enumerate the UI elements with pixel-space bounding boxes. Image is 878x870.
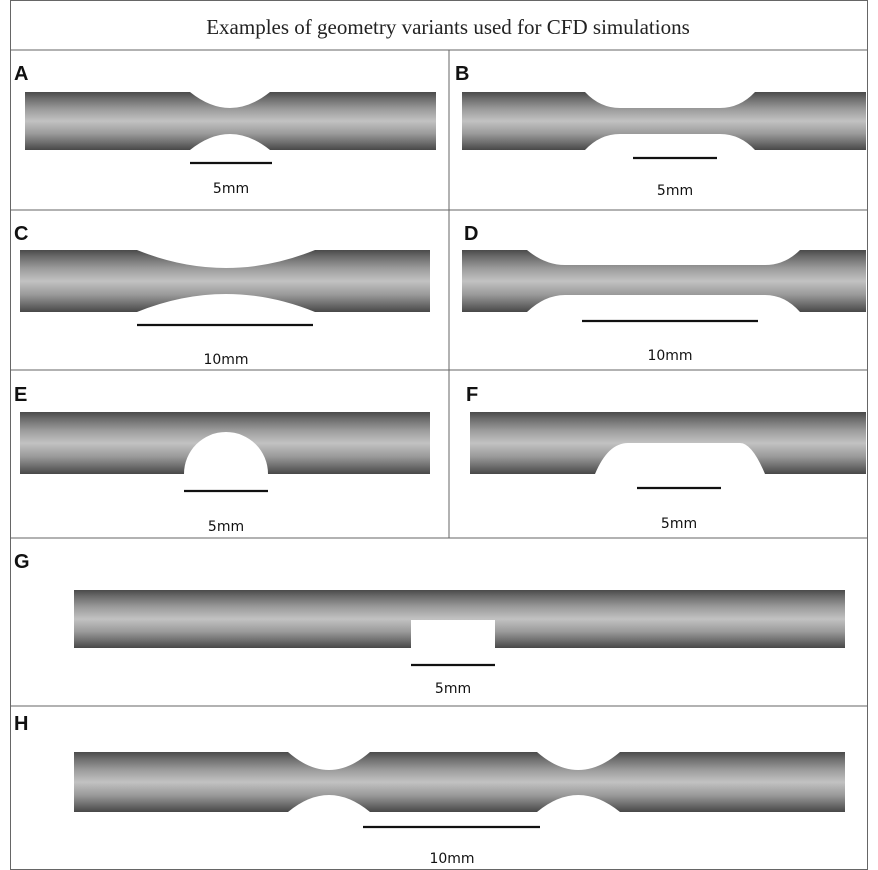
- scale-text: 5mm: [661, 516, 697, 532]
- figure-title: Examples of geometry variants used for C…: [206, 15, 690, 39]
- geometry-f: [470, 412, 866, 474]
- panel-label: G: [14, 551, 30, 573]
- scale-text: 10mm: [647, 348, 692, 364]
- scale-text: 10mm: [203, 352, 248, 368]
- panel-label: F: [466, 384, 478, 406]
- geometry-g: [74, 590, 845, 648]
- scale-text: 5mm: [657, 183, 693, 199]
- panel-label: A: [14, 63, 28, 85]
- panel-label: H: [14, 713, 28, 735]
- panel-label: E: [14, 384, 27, 406]
- panel-label: D: [464, 223, 478, 245]
- scale-text: 5mm: [208, 519, 244, 535]
- scale-text: 10mm: [429, 851, 474, 867]
- geometry-a: [25, 92, 436, 150]
- figure: Examples of geometry variants used for C…: [0, 0, 878, 870]
- geometry-e: [20, 412, 430, 474]
- panel-label: B: [455, 63, 469, 85]
- geometry-c: [20, 250, 430, 312]
- geometry-b: [462, 92, 866, 150]
- geometry-h: [74, 752, 845, 812]
- panel-label: C: [14, 223, 28, 245]
- scale-text: 5mm: [213, 181, 249, 197]
- geometry-d: [462, 250, 866, 312]
- scale-text: 5mm: [435, 681, 471, 697]
